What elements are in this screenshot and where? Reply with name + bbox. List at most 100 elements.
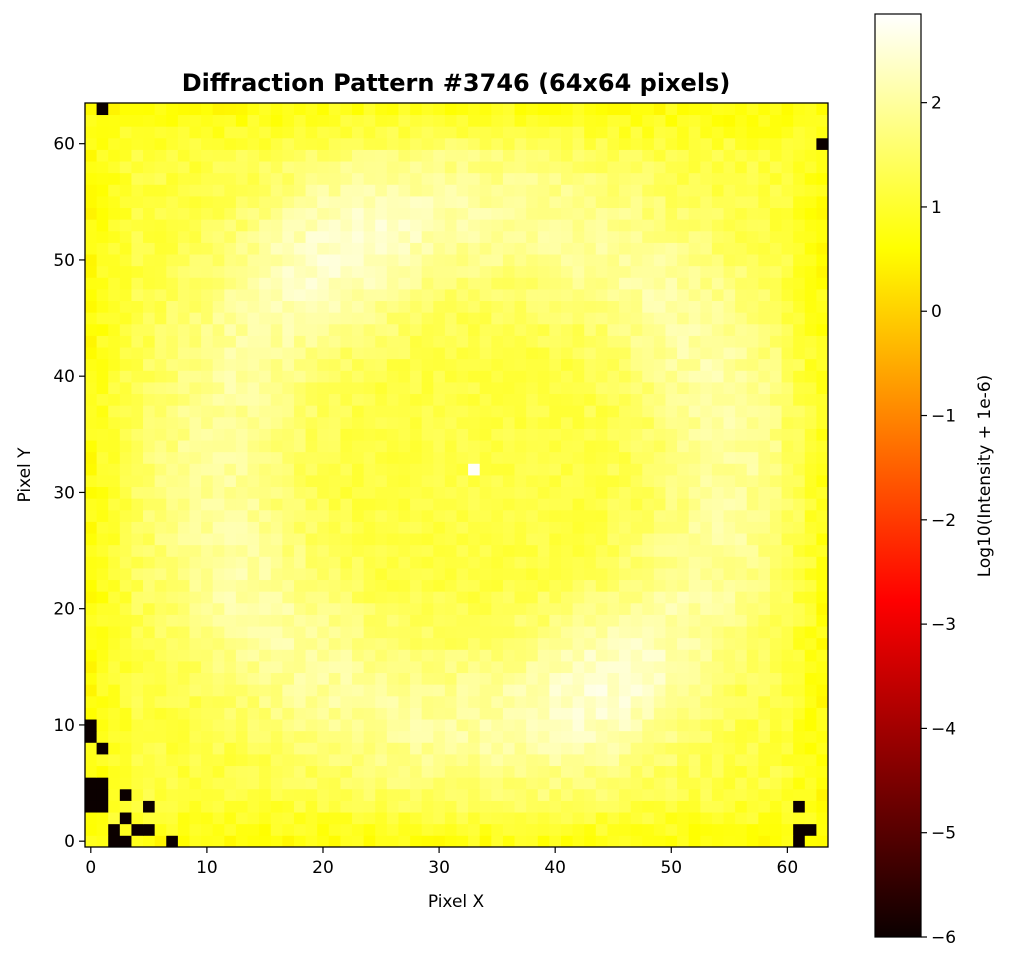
heatmap-cell xyxy=(85,242,98,255)
heatmap-cell xyxy=(85,684,98,697)
heatmap-cell xyxy=(479,661,492,674)
heatmap-cell xyxy=(340,800,353,813)
heatmap-cell xyxy=(212,835,225,848)
heatmap-cell xyxy=(166,161,179,174)
heatmap-cell xyxy=(224,684,237,697)
heatmap-cell xyxy=(259,637,272,650)
heatmap-cell xyxy=(328,289,341,302)
heatmap-cell xyxy=(723,323,736,336)
heatmap-cell xyxy=(491,707,504,720)
heatmap-cell xyxy=(688,312,701,325)
heatmap-cell xyxy=(131,393,144,406)
heatmap-cell xyxy=(352,777,365,790)
heatmap-cell xyxy=(143,498,156,511)
heatmap-cell xyxy=(410,626,423,639)
heatmap-cell xyxy=(317,475,330,488)
heatmap-cell xyxy=(572,765,585,778)
heatmap-cell xyxy=(398,370,411,383)
heatmap-cell xyxy=(526,207,539,220)
heatmap-cell xyxy=(328,323,341,336)
heatmap-cell xyxy=(619,661,632,674)
heatmap-cell xyxy=(317,416,330,429)
heatmap-cell xyxy=(282,812,295,825)
heatmap-cell xyxy=(502,335,515,348)
heatmap-cell xyxy=(363,742,376,755)
heatmap-cell xyxy=(572,637,585,650)
heatmap-cell xyxy=(468,137,481,150)
heatmap-cell xyxy=(259,823,272,836)
heatmap-cell xyxy=(653,684,666,697)
heatmap-cell xyxy=(247,661,260,674)
heatmap-cell xyxy=(781,416,794,429)
heatmap-cell xyxy=(688,498,701,511)
heatmap-cell xyxy=(108,777,121,790)
heatmap-cell xyxy=(677,207,690,220)
heatmap-cell xyxy=(340,672,353,685)
heatmap-cell xyxy=(235,126,248,139)
heatmap-cell xyxy=(212,788,225,801)
heatmap-cell xyxy=(479,219,492,232)
heatmap-cell xyxy=(247,800,260,813)
heatmap-cell xyxy=(143,812,156,825)
heatmap-cell xyxy=(282,707,295,720)
heatmap-cell xyxy=(108,161,121,174)
heatmap-cell xyxy=(340,637,353,650)
heatmap-cell xyxy=(456,265,469,278)
heatmap-cell xyxy=(352,556,365,569)
heatmap-cell xyxy=(769,475,782,488)
heatmap-cell xyxy=(781,509,794,522)
heatmap-cell xyxy=(444,800,457,813)
heatmap-cell xyxy=(270,103,283,116)
heatmap-cell xyxy=(723,219,736,232)
heatmap-cell xyxy=(502,254,515,267)
heatmap-cell xyxy=(444,649,457,662)
heatmap-cell xyxy=(85,172,98,185)
heatmap-cell xyxy=(549,161,562,174)
heatmap-cell xyxy=(642,684,655,697)
heatmap-cell xyxy=(108,754,121,767)
heatmap-cell xyxy=(154,103,167,116)
heatmap-cell xyxy=(363,451,376,464)
heatmap-cell xyxy=(143,475,156,488)
heatmap-cell xyxy=(711,788,724,801)
heatmap-cell xyxy=(421,486,434,499)
heatmap-cell xyxy=(386,823,399,836)
heatmap-cell xyxy=(584,637,597,650)
heatmap-cell xyxy=(328,719,341,732)
heatmap-cell xyxy=(549,626,562,639)
heatmap-cell xyxy=(665,196,678,209)
heatmap-cell xyxy=(247,498,260,511)
heatmap-cell xyxy=(119,265,132,278)
heatmap-cell xyxy=(491,114,504,127)
heatmap-cell xyxy=(677,486,690,499)
heatmap-cell xyxy=(677,544,690,557)
heatmap-cell xyxy=(421,579,434,592)
heatmap-cell xyxy=(479,347,492,360)
heatmap-cell xyxy=(247,323,260,336)
heatmap-cell xyxy=(177,254,190,267)
heatmap-cell xyxy=(595,544,608,557)
heatmap-cell xyxy=(305,463,318,476)
heatmap-cell xyxy=(769,754,782,767)
heatmap-cell xyxy=(479,684,492,697)
heatmap-cell xyxy=(526,579,539,592)
heatmap-cell xyxy=(85,451,98,464)
heatmap-cell xyxy=(108,300,121,313)
heatmap-cell xyxy=(270,161,283,174)
heatmap-cell xyxy=(433,509,446,522)
heatmap-cell xyxy=(468,509,481,522)
heatmap-cell xyxy=(572,230,585,243)
heatmap-cell xyxy=(537,602,550,615)
heatmap-cell xyxy=(421,835,434,848)
heatmap-cell xyxy=(688,556,701,569)
heatmap-cell xyxy=(293,335,306,348)
heatmap-cell xyxy=(607,475,620,488)
heatmap-cell xyxy=(630,184,643,197)
heatmap-cell xyxy=(677,765,690,778)
heatmap-cell xyxy=(421,823,434,836)
heatmap-cell xyxy=(386,475,399,488)
heatmap-cell xyxy=(259,684,272,697)
heatmap-cell xyxy=(781,463,794,476)
heatmap-cell xyxy=(642,602,655,615)
heatmap-cell xyxy=(363,661,376,674)
